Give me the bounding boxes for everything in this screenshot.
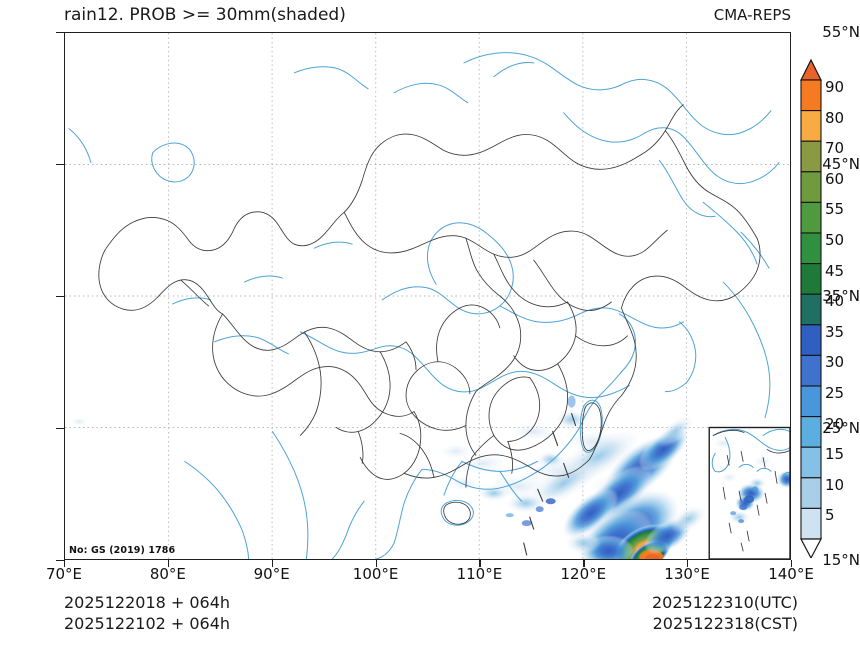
y-tick-label: 15°N — [822, 551, 860, 569]
x-tick-mark — [375, 560, 377, 567]
x-tick-label: 120°E — [560, 565, 607, 583]
x-tick-label: 140°E — [768, 565, 814, 583]
y-tick-mark — [56, 164, 64, 166]
footer-valid-utc: 2025122310(UTC) — [652, 593, 798, 612]
x-tick-mark — [271, 560, 274, 567]
y-tick-label: 25°N — [822, 419, 860, 437]
y-tick-label: 45°N — [822, 155, 860, 173]
colorbar-tick-label: 25 — [825, 384, 845, 402]
page-title: rain12. PROB >= 30mm(shaded) — [64, 5, 346, 25]
x-tick-label: 80°E — [149, 565, 186, 583]
x-tick-mark — [479, 560, 481, 567]
colorbar-tick-label: 10 — [825, 475, 845, 494]
colorbar-tick-label: 20 — [825, 414, 845, 433]
map-boundaries — [98, 104, 761, 525]
precip-probability-shading — [70, 395, 707, 559]
x-tick-label: 130°E — [664, 565, 710, 583]
colorbar-tick-label: 35 — [825, 322, 845, 341]
colorbar-svg — [800, 58, 822, 558]
colorbar-tick-label: 80 — [825, 108, 845, 127]
footer-init-time-2: 2025122102 + 064h — [64, 614, 231, 633]
colorbar-under-arrow — [800, 538, 822, 558]
inset-content — [709, 427, 790, 559]
x-tick-mark — [791, 560, 793, 567]
x-tick-mark — [167, 560, 170, 567]
colorbar-over-arrow — [800, 58, 822, 81]
y-tick-mark — [56, 560, 64, 562]
y-tick-label: 35°N — [822, 287, 860, 305]
y-tick-mark — [56, 296, 64, 298]
footer-valid-cst: 2025122318(CST) — [652, 614, 798, 633]
y-tick-label: 55°N — [822, 23, 860, 41]
y-tick-mark — [56, 428, 64, 430]
colorbar-tick-label: 30 — [825, 353, 845, 372]
colorbar-tick-label: 90 — [825, 78, 845, 96]
x-tick-mark — [583, 560, 585, 567]
model-brand-label: CMA-REPS — [713, 6, 791, 24]
map-canvas — [65, 33, 790, 559]
map-gridlines — [65, 33, 790, 559]
x-tick-mark — [687, 560, 689, 567]
x-tick-label: 90°E — [253, 565, 290, 583]
map-rivers — [68, 52, 780, 559]
colorbar[interactable]: 90 80 70 60 55 50 45 40 35 30 25 20 15 1… — [800, 58, 856, 558]
colorbar-tick-label: 70 — [825, 139, 845, 158]
footer-init-time-1: 2025122018 + 064h — [64, 593, 231, 612]
y-tick-mark — [56, 32, 64, 34]
x-tick-label: 100°E — [352, 565, 399, 583]
colorbar-tick-label: 60 — [825, 169, 845, 188]
inset-frame-rect — [708, 426, 790, 559]
x-tick-label: 110°E — [456, 565, 503, 583]
colorbar-tick-label: 45 — [825, 261, 845, 280]
colorbar-tick-label: 5 — [825, 506, 835, 525]
colorbar-tick-label: 50 — [825, 231, 845, 249]
map-license-watermark: No: GS (2019) 1786 — [68, 545, 177, 557]
inset-precip-shading — [713, 438, 790, 525]
x-tick-label: 70°E — [45, 565, 83, 583]
x-tick-mark — [64, 560, 66, 567]
colorbar-tick-label: 40 — [825, 292, 845, 311]
colorbar-tick-label: 55 — [825, 200, 845, 219]
claim-line-dashes — [523, 413, 577, 556]
colorbar-tick-label: 15 — [825, 445, 845, 464]
map-plot-area[interactable]: No: GS (2019) 1786 — [64, 32, 791, 560]
